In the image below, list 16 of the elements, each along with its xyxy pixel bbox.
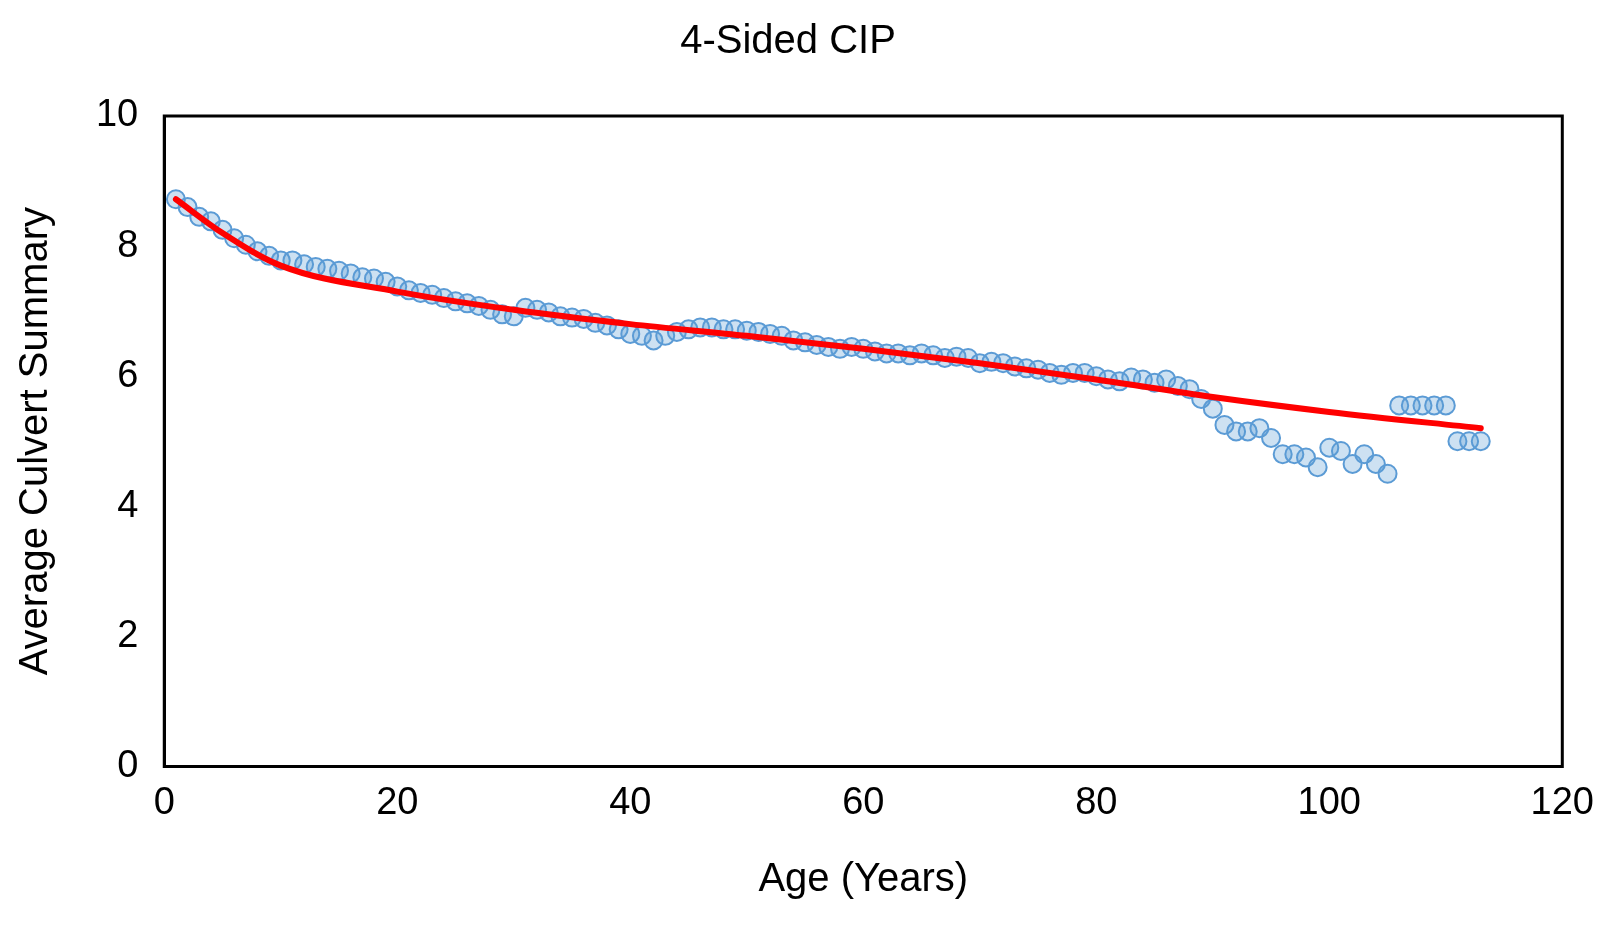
y-tick-label: 10 <box>95 92 139 135</box>
x-tick-label: 120 <box>1530 779 1594 822</box>
y-tick-label: 2 <box>117 612 139 655</box>
y-tick-label: 8 <box>117 222 139 265</box>
y-tick-label: 6 <box>117 352 139 395</box>
y-tick-label: 0 <box>117 742 139 785</box>
chart-title: 4-Sided CIP <box>680 17 896 62</box>
x-tick-label: 0 <box>153 779 175 822</box>
x-tick-label: 60 <box>842 779 885 822</box>
x-tick-label: 40 <box>609 779 652 822</box>
y-axis-title: Average Culvert Summary <box>11 207 56 676</box>
x-axis-title: Age (Years) <box>758 855 969 900</box>
y-tick-label: 4 <box>117 482 139 525</box>
x-tick-label: 20 <box>376 779 419 822</box>
x-tick-label: 80 <box>1075 779 1118 822</box>
x-tick-label: 100 <box>1297 779 1361 822</box>
